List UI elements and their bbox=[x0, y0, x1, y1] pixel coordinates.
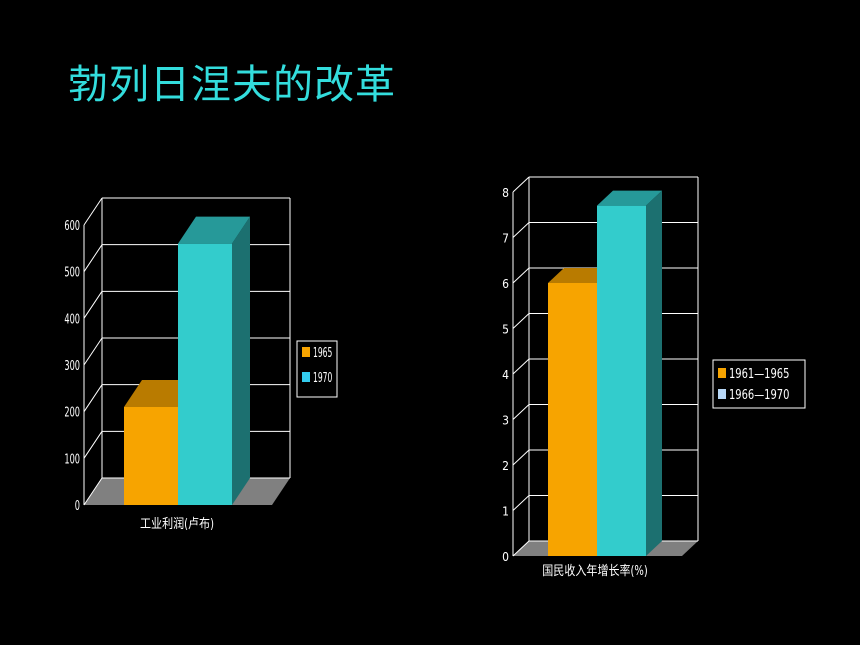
gridline-side bbox=[512, 313, 530, 329]
gridline-side bbox=[512, 358, 530, 375]
gridline-side bbox=[83, 477, 103, 506]
bar-side bbox=[232, 216, 250, 505]
gridline-side bbox=[83, 431, 103, 459]
y-tick-label: 6 bbox=[502, 277, 509, 291]
slide-title: 勃列日涅夫的改革 bbox=[68, 62, 396, 108]
gridline-side bbox=[83, 291, 103, 319]
y-tick-label: 4 bbox=[502, 368, 509, 382]
legend-swatch bbox=[302, 347, 310, 357]
y-tick-label: 400 bbox=[64, 312, 80, 327]
y-tick-label: 2 bbox=[502, 459, 509, 473]
gridline-side bbox=[512, 267, 530, 284]
y-tick-label: 1 bbox=[502, 505, 509, 519]
y-tick-label: 3 bbox=[502, 414, 509, 428]
y-tick-label: 0 bbox=[75, 498, 80, 513]
y-tick-label: 600 bbox=[64, 218, 80, 233]
y-tick-label: 0 bbox=[502, 550, 509, 564]
bar-1966—1970 bbox=[597, 205, 646, 556]
legend-entry: 1961—1965 bbox=[729, 366, 789, 381]
legend-entry: 1970 bbox=[313, 370, 332, 385]
gridline-side bbox=[512, 495, 530, 511]
gridline-side bbox=[512, 176, 530, 193]
x-axis-label: 工业利润(卢布) bbox=[140, 515, 214, 531]
bar-top bbox=[548, 268, 613, 283]
y-tick-label: 500 bbox=[64, 265, 80, 280]
y-tick-label: 5 bbox=[502, 323, 509, 337]
legend-entry: 1966—1970 bbox=[729, 387, 790, 402]
legend-swatch bbox=[302, 372, 310, 382]
gridline-side bbox=[512, 449, 530, 466]
legend-swatch bbox=[718, 368, 726, 378]
legend-box bbox=[712, 359, 806, 409]
chart-1: 0 100 200 300 400 500 600 工业利润(卢布) 1965 1970 bbox=[64, 197, 338, 531]
gridline-side bbox=[83, 244, 103, 272]
gridline-side bbox=[83, 384, 103, 412]
gridline-side bbox=[83, 197, 103, 226]
bar-side bbox=[646, 190, 662, 556]
gridline-side bbox=[512, 404, 530, 420]
chart-2: 0 1 2 3 4 5 6 7 8 国民收入年增长率(%) 1961—1965 1966—1970 bbox=[502, 176, 806, 578]
y-tick-label: 100 bbox=[64, 452, 80, 467]
y-tick-label: 8 bbox=[502, 186, 509, 200]
bar-top bbox=[597, 190, 662, 206]
y-tick-label: 7 bbox=[502, 232, 509, 246]
bar-1961—1965 bbox=[548, 283, 597, 556]
y-tick-label: 300 bbox=[64, 358, 80, 373]
legend-entry: 1965 bbox=[313, 345, 332, 360]
x-axis-label: 国民收入年增长率(%) bbox=[542, 562, 647, 578]
legend-swatch bbox=[718, 389, 726, 399]
gridline-side bbox=[512, 540, 530, 557]
bar-top bbox=[178, 216, 250, 244]
bar-1965 bbox=[124, 407, 178, 505]
bar-1970 bbox=[178, 243, 232, 505]
y-tick-label: 200 bbox=[64, 405, 80, 420]
gridline-side bbox=[512, 222, 530, 238]
gridline-side bbox=[83, 337, 103, 366]
